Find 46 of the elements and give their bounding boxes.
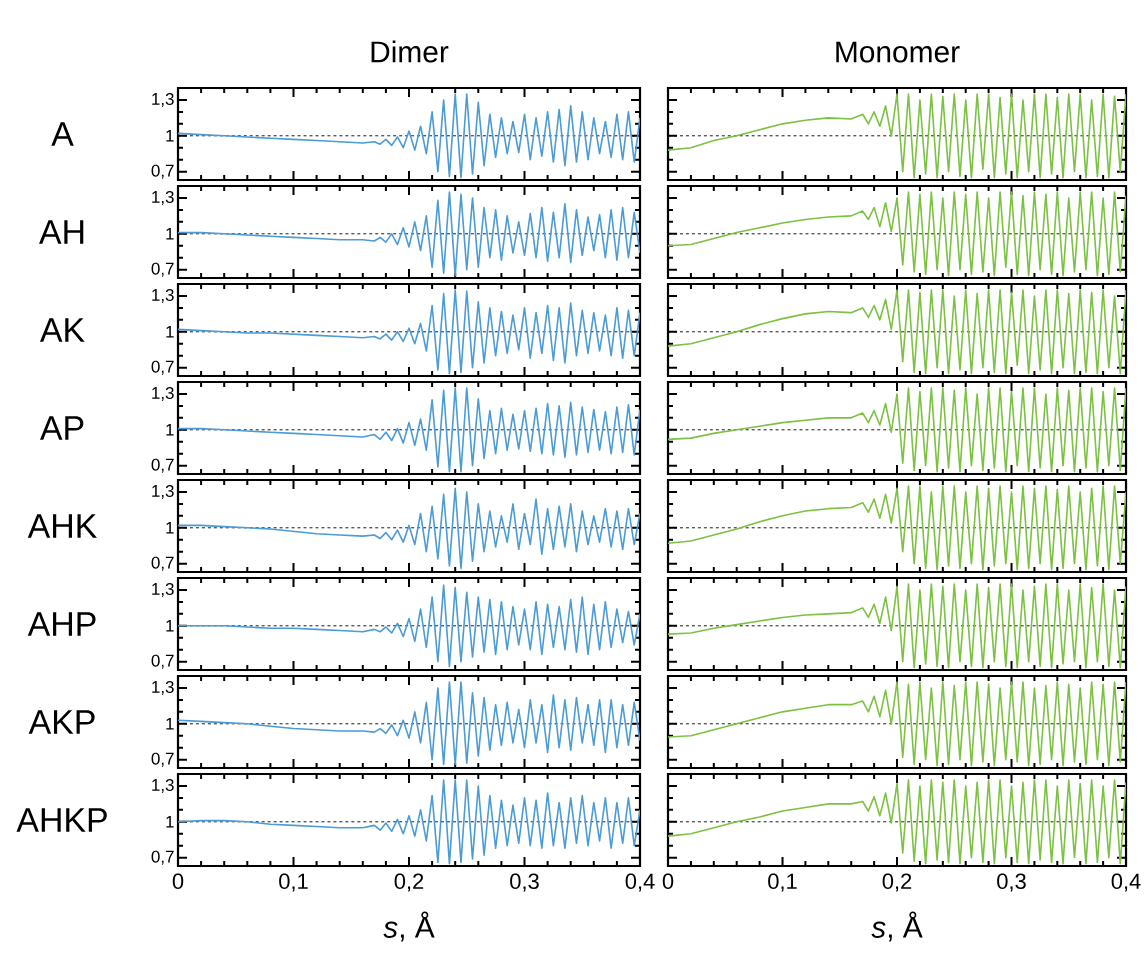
y-tick-label: 0,7	[151, 556, 174, 571]
y-tick-label: 1,3	[152, 582, 174, 597]
y-axis-title: AHP	[27, 612, 96, 636]
x-tick-label: 0,3	[510, 873, 539, 892]
y-tick-label: 0,7	[151, 458, 174, 473]
y-tick-label: 1	[166, 619, 174, 632]
y-tick-label: 1,3	[152, 386, 174, 401]
y-tick-label: 1	[166, 521, 174, 534]
y-axis-title: AP	[39, 416, 84, 440]
y-axis-title: AK	[39, 318, 85, 342]
y-axis-title: AHK	[27, 514, 97, 538]
y-tick-label: 0,7	[151, 850, 174, 865]
x-tick-label: 0,4	[1111, 873, 1141, 892]
y-tick-label: 0,7	[151, 752, 174, 767]
x-tick-label: 0	[172, 873, 184, 890]
x-tick-label: 0,3	[997, 873, 1026, 892]
y-axis-title: A	[51, 122, 74, 146]
chart-title: Monomer	[836, 41, 960, 63]
y-axis-title: AH	[39, 220, 84, 244]
x-tick-label: 0,2	[882, 873, 912, 892]
y-axis-title: AHKP	[16, 808, 107, 832]
y-tick-label: 1,3	[152, 484, 174, 499]
y-tick-label: 1,3	[152, 288, 174, 303]
y-tick-label: 1,3	[152, 778, 174, 793]
x-tick-label: 0,2	[394, 873, 424, 892]
y-tick-label: 0,7	[151, 360, 174, 375]
y-axis-title: AKP	[28, 710, 95, 734]
y-tick-label: 0,7	[151, 164, 174, 179]
x-axis-title: s, Å	[383, 911, 435, 942]
chart-title: Dimer	[371, 40, 449, 63]
x-tick-label: 0,1	[768, 873, 797, 892]
y-tick-label: 1	[166, 325, 174, 338]
x-axis-title: s, Å	[871, 911, 923, 942]
y-tick-label: 1	[166, 717, 174, 730]
y-tick-label: 1	[166, 129, 174, 142]
y-tick-label: 0,7	[151, 654, 174, 669]
y-tick-label: 0,7	[151, 262, 174, 277]
y-tick-label: 1,3	[152, 190, 174, 205]
y-tick-label: 1	[166, 815, 174, 828]
y-tick-label: 1,3	[152, 92, 174, 107]
y-tick-label: 1	[166, 423, 174, 436]
x-tick-label: 0,1	[279, 873, 308, 892]
y-tick-label: 1,3	[152, 680, 174, 695]
x-tick-label: 0,4	[625, 873, 655, 892]
x-tick-label: 0	[662, 873, 674, 890]
y-tick-label: 1	[166, 227, 174, 240]
